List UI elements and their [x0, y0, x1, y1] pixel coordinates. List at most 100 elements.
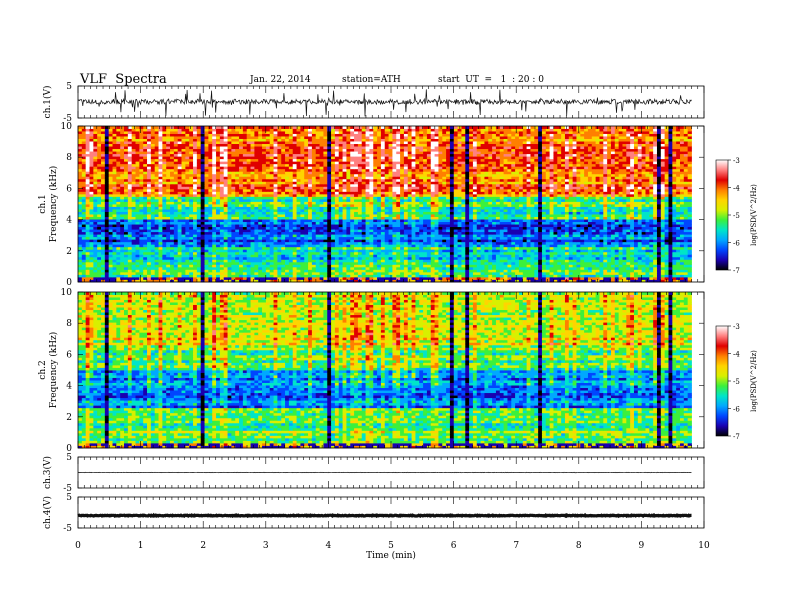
spectrogram-cell: [419, 272, 423, 275]
spectrogram-cell: [415, 244, 419, 247]
spectrogram-cell: [116, 259, 120, 262]
spectrogram-cell: [642, 227, 646, 230]
spectrogram-cell: [243, 252, 247, 255]
spectrogram-cell: [465, 264, 469, 267]
spectrogram-cell: [534, 209, 538, 212]
spectrogram-cell: [481, 249, 485, 252]
spectrogram-cell: [366, 232, 370, 235]
spectrogram-cell: [527, 219, 531, 222]
spectrogram-cell: [634, 262, 638, 265]
spectrogram-cell: [182, 209, 186, 212]
spectrogram-cell: [584, 269, 588, 272]
spectrogram-cell: [607, 214, 611, 217]
spectrogram-cell: [151, 209, 155, 212]
spectrogram-cell: [124, 264, 128, 267]
spectrogram-cell: [461, 234, 465, 237]
spectrogram-cell: [373, 217, 377, 220]
spectrogram-cell: [504, 209, 508, 212]
spectrogram-cell: [450, 254, 454, 257]
spectrogram-cell: [274, 252, 278, 255]
spectrogram-cell: [611, 262, 615, 265]
spectrogram-cell: [304, 277, 308, 280]
spectrogram-cell: [174, 239, 178, 242]
spectrogram-cell: [251, 237, 255, 240]
spectrogram-cell: [166, 247, 170, 250]
spectrogram-cell: [300, 212, 304, 215]
spectrogram-cell: [201, 264, 205, 267]
spectrogram-cell: [270, 239, 274, 242]
spectrogram-cell: [189, 257, 193, 260]
spectrogram-cell: [327, 242, 331, 245]
spectrogram-cell: [185, 262, 189, 265]
spectrogram-cell: [323, 224, 327, 227]
ytick-label: 5: [66, 82, 72, 92]
spectrogram-cell: [262, 269, 266, 272]
spectrogram-cell: [634, 257, 638, 260]
spectrogram-cell: [162, 224, 166, 227]
spectrogram-cell: [243, 234, 247, 237]
spectrogram-cell: [358, 224, 362, 227]
spectrogram-cell: [649, 209, 653, 212]
spectrogram-cell: [90, 277, 94, 280]
spectrogram-cell: [576, 219, 580, 222]
spectrogram-cell: [323, 232, 327, 235]
spectrogram-cell: [653, 214, 657, 217]
spectrogram-cell: [561, 239, 565, 242]
spectrogram-cell: [431, 252, 435, 255]
spectrogram-cell: [216, 254, 220, 257]
spectrogram-cell: [565, 264, 569, 267]
spectrogram-cell: [377, 222, 381, 225]
spectrogram-cell: [170, 257, 174, 260]
spectrogram-cell: [312, 219, 316, 222]
spectrogram-cell: [185, 217, 189, 220]
spectrogram-cell: [381, 267, 385, 270]
spectrogram-cell: [626, 219, 630, 222]
spectrogram-cell: [427, 239, 431, 242]
spectrogram-cell: [477, 247, 481, 250]
spectrogram-cell: [481, 259, 485, 262]
spectrogram-cell: [550, 222, 554, 225]
spectrogram-cell: [228, 267, 232, 270]
spectrogram-cell: [473, 229, 477, 232]
spectrogram-cell: [385, 269, 389, 272]
spectrogram-cell: [346, 257, 350, 260]
spectrogram-cell: [573, 232, 577, 235]
spectrogram-cell: [335, 247, 339, 250]
spectrogram-cell: [78, 234, 82, 237]
spectrogram-cell: [599, 264, 603, 267]
spectrogram-cell: [680, 262, 684, 265]
spectrogram-cell: [638, 244, 642, 247]
spectrogram-cell: [116, 274, 120, 277]
spectrogram-cell: [251, 209, 255, 212]
spectrogram-cell: [90, 267, 94, 270]
spectrogram-cell: [588, 242, 592, 245]
spectrogram-cell: [185, 234, 189, 237]
spectrogram-cell: [297, 207, 301, 210]
spectrogram-cell: [584, 219, 588, 222]
spectrogram-cell: [599, 222, 603, 225]
spectrogram-cell: [151, 274, 155, 277]
spectrogram-cell: [404, 217, 408, 220]
spectrogram-cell: [511, 214, 515, 217]
spectrogram-cell: [193, 272, 197, 275]
spectrogram-cell: [676, 209, 680, 212]
spectrogram-cell: [484, 234, 488, 237]
spectrogram-cell: [565, 259, 569, 262]
spectrogram-cell: [128, 212, 132, 215]
spectrogram-cell: [350, 224, 354, 227]
spectrogram-cell: [193, 244, 197, 247]
spectrogram-cell: [208, 217, 212, 220]
spectrogram-cell: [622, 209, 626, 212]
spectrogram-cell: [358, 232, 362, 235]
spectrogram-cell: [331, 274, 335, 277]
spectrogram-cell: [350, 269, 354, 272]
spectrogram-cell: [408, 237, 412, 240]
spectrogram-cell: [527, 207, 531, 210]
spectrogram-cell: [116, 257, 120, 260]
spectrogram-cell: [90, 264, 94, 267]
spectrogram-cell: [661, 237, 665, 240]
spectrogram-cell: [404, 274, 408, 277]
spectrogram-cell: [385, 254, 389, 257]
spectrogram-cell: [362, 269, 366, 272]
spectrogram-cell: [645, 227, 649, 230]
